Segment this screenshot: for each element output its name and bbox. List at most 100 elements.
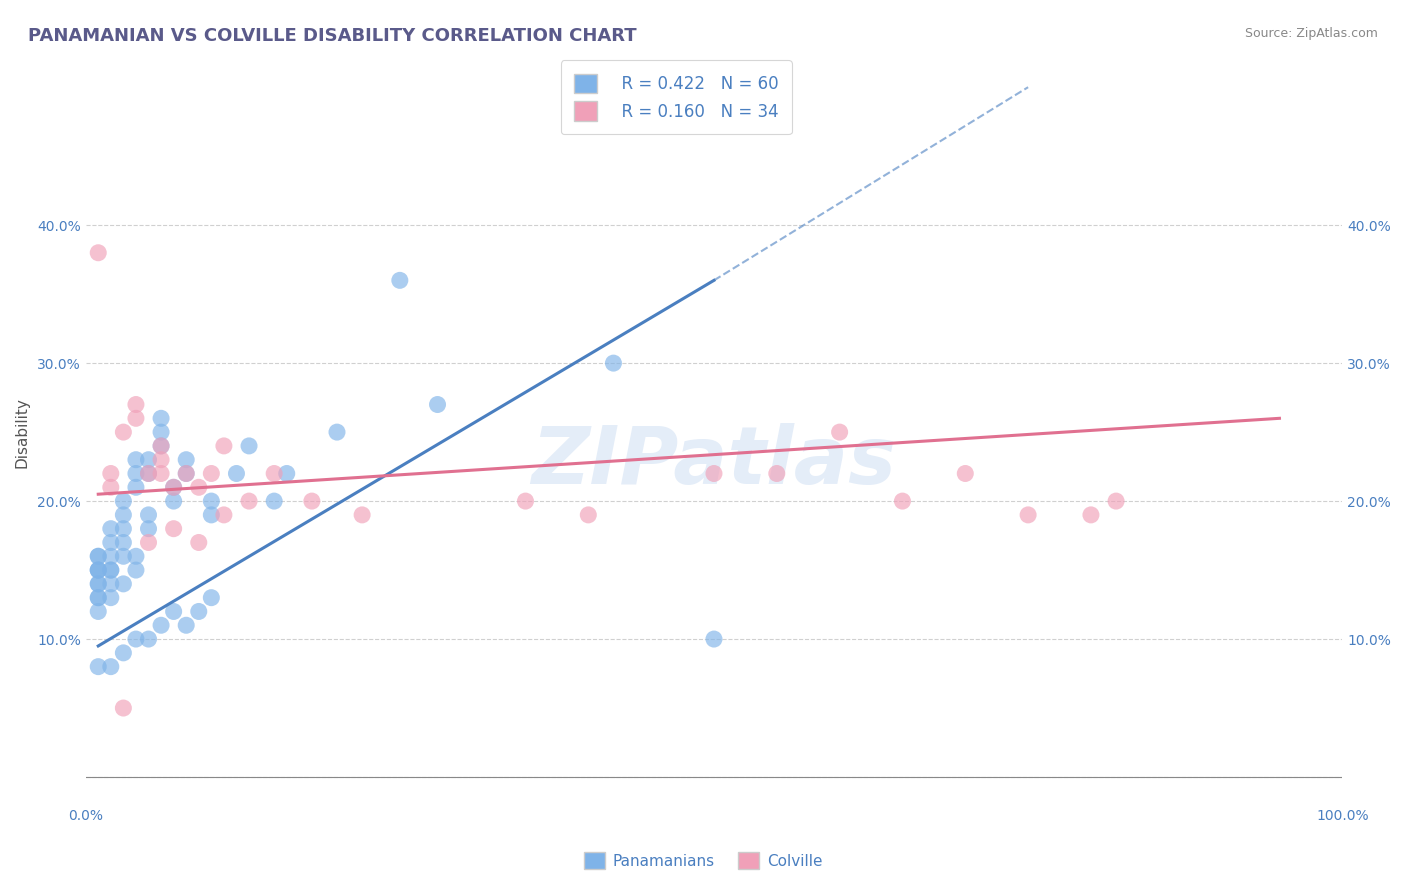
Point — [326, 425, 349, 439]
Point — [150, 439, 173, 453]
Point — [828, 425, 851, 439]
Point — [138, 522, 160, 536]
Point — [87, 563, 110, 577]
Point — [87, 563, 110, 577]
Point — [352, 508, 374, 522]
Point — [87, 591, 110, 605]
Legend: Panamanians, Colville: Panamanians, Colville — [578, 846, 828, 875]
Point — [125, 411, 148, 425]
Point — [276, 467, 298, 481]
Point — [150, 411, 173, 425]
Point — [388, 273, 411, 287]
Point — [100, 549, 122, 564]
Point — [112, 508, 135, 522]
Point — [138, 535, 160, 549]
Point — [187, 480, 209, 494]
Point — [100, 591, 122, 605]
Point — [100, 659, 122, 673]
Point — [112, 701, 135, 715]
Y-axis label: Disability: Disability — [15, 397, 30, 467]
Point — [163, 480, 186, 494]
Point — [1017, 508, 1039, 522]
Point — [163, 522, 186, 536]
Point — [703, 632, 725, 646]
Point — [125, 397, 148, 411]
Text: Source: ZipAtlas.com: Source: ZipAtlas.com — [1244, 27, 1378, 40]
Point — [87, 591, 110, 605]
Point — [87, 549, 110, 564]
Point — [87, 577, 110, 591]
Point — [87, 659, 110, 673]
Point — [225, 467, 247, 481]
Point — [87, 577, 110, 591]
Point — [138, 508, 160, 522]
Point — [602, 356, 624, 370]
Point — [100, 522, 122, 536]
Point — [125, 632, 148, 646]
Point — [187, 535, 209, 549]
Point — [150, 467, 173, 481]
Point — [200, 494, 222, 508]
Point — [576, 508, 599, 522]
Point — [200, 467, 222, 481]
Point — [703, 467, 725, 481]
Point — [138, 632, 160, 646]
Point — [112, 522, 135, 536]
Point — [112, 646, 135, 660]
Point — [150, 618, 173, 632]
Point — [150, 425, 173, 439]
Point — [163, 494, 186, 508]
Point — [87, 563, 110, 577]
Point — [174, 467, 197, 481]
Point — [125, 467, 148, 481]
Point — [100, 563, 122, 577]
Point — [200, 591, 222, 605]
Point — [263, 494, 285, 508]
Point — [112, 535, 135, 549]
Point — [112, 577, 135, 591]
Point — [125, 549, 148, 564]
Point — [100, 563, 122, 577]
Point — [112, 549, 135, 564]
Point — [138, 467, 160, 481]
Point — [163, 604, 186, 618]
Point — [138, 452, 160, 467]
Point — [174, 618, 197, 632]
Point — [112, 494, 135, 508]
Point — [100, 480, 122, 494]
Point — [87, 549, 110, 564]
Point — [515, 494, 537, 508]
Point — [1080, 508, 1102, 522]
Point — [112, 425, 135, 439]
Point — [125, 563, 148, 577]
Point — [238, 439, 260, 453]
Point — [1105, 494, 1128, 508]
Point — [163, 480, 186, 494]
Point — [212, 439, 235, 453]
Point — [125, 452, 148, 467]
Point — [212, 508, 235, 522]
Point — [187, 604, 209, 618]
Point — [301, 494, 323, 508]
Point — [87, 245, 110, 260]
Point — [174, 452, 197, 467]
Point — [125, 480, 148, 494]
Point — [955, 467, 977, 481]
Legend:   R = 0.422   N = 60,   R = 0.160   N = 34: R = 0.422 N = 60, R = 0.160 N = 34 — [561, 61, 792, 134]
Point — [87, 604, 110, 618]
Point — [765, 467, 787, 481]
Point — [150, 452, 173, 467]
Text: PANAMANIAN VS COLVILLE DISABILITY CORRELATION CHART: PANAMANIAN VS COLVILLE DISABILITY CORREL… — [28, 27, 637, 45]
Point — [200, 508, 222, 522]
Point — [426, 397, 449, 411]
Point — [891, 494, 914, 508]
Point — [100, 535, 122, 549]
Point — [238, 494, 260, 508]
Point — [100, 577, 122, 591]
Text: ZIPatlas: ZIPatlas — [531, 423, 897, 501]
Point — [174, 467, 197, 481]
Point — [138, 467, 160, 481]
Point — [150, 439, 173, 453]
Point — [100, 467, 122, 481]
Point — [263, 467, 285, 481]
